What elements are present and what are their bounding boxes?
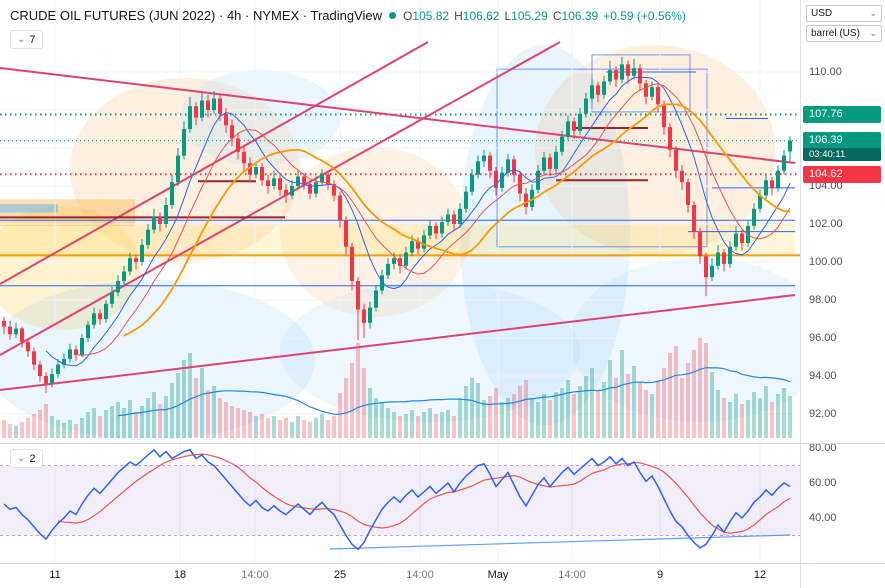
pane-divider[interactable] (0, 443, 885, 444)
unit-dropdown[interactable]: barrel (US) ⌄ (806, 25, 882, 42)
currency-value: USD (811, 8, 833, 19)
price-axis-label: 94.00 (809, 370, 837, 382)
time-axis-label: 25 (333, 569, 347, 581)
time-axis-label: 14:00 (406, 569, 434, 581)
close-value: 106.39 (561, 8, 599, 23)
price-axis-label: 100.00 (809, 256, 843, 268)
price-axis-label: 96.00 (809, 332, 837, 344)
currency-dropdown[interactable]: USD ⌄ (806, 5, 882, 22)
price-axis-label: 102.00 (809, 218, 843, 230)
time-axis-label: 9 (656, 569, 664, 581)
resistance-price-label: 107.76 (803, 106, 881, 123)
support-price-label: 104.62 (803, 166, 881, 183)
low-value: 105.29 (511, 8, 548, 23)
unit-controls: USD ⌄ barrel (US) ⌄ (806, 5, 882, 42)
price-axis-label: 110.00 (809, 66, 842, 78)
bar-countdown: 03:40:11 (803, 148, 881, 161)
time-axis[interactable]: 11 18 14:00 25 14:00 May 14:00 9 12 (0, 564, 800, 588)
chevron-down-icon: ⌄ (869, 28, 877, 38)
time-axis-label: 14:00 (241, 569, 269, 581)
last-price-label: 106.39 03:40:11 (803, 132, 881, 161)
price-axis[interactable]: 107.76 106.39 03:40:11 104.62 110.00 104.… (800, 0, 885, 588)
chevron-down-icon: ⌄ (17, 452, 26, 464)
change-value: +0.59 (+0.56%) (603, 8, 686, 23)
time-axis-label: 11 (49, 569, 61, 581)
market-status-icon (389, 12, 397, 19)
sub-indicators-toggle[interactable]: ⌄ 2 (10, 449, 43, 468)
symbol-title[interactable]: CRUDE OIL FUTURES (JUN 2022) · 4h · NYME… (10, 8, 383, 23)
close-label: C (552, 8, 562, 23)
time-axis-label: May (487, 569, 509, 581)
ohlc-readout: O105.82 H106.62 L105.29 C106.39 +0.59 (+… (403, 9, 686, 23)
low-label: L (504, 8, 512, 23)
price-axis-label: 98.00 (809, 294, 837, 306)
high-value: 106.62 (462, 8, 500, 23)
unit-value: barrel (US) (811, 28, 860, 39)
rsi-axis-label: 80.00 (809, 442, 837, 454)
time-axis-label: 14:00 (558, 569, 586, 581)
high-label: H (454, 8, 463, 23)
last-price-value: 106.39 (803, 132, 881, 148)
main-indicators-toggle[interactable]: ⌄ 7 (10, 30, 43, 49)
time-axis-label: 12 (753, 569, 767, 581)
open-label: O (403, 8, 413, 23)
time-axis-label: 18 (173, 569, 187, 581)
price-axis-label: 92.00 (809, 408, 837, 420)
open-value: 105.82 (412, 8, 450, 23)
rsi-pane[interactable] (0, 443, 800, 563)
chevron-down-icon: ⌄ (17, 33, 26, 45)
main-indicator-count: 7 (29, 33, 36, 46)
time-axis-divider (0, 563, 885, 564)
chevron-down-icon: ⌄ (869, 8, 877, 18)
rsi-axis-label: 40.00 (809, 512, 837, 524)
symbol-legend: CRUDE OIL FUTURES (JUN 2022) · 4h · NYME… (10, 8, 686, 23)
main-chart-pane[interactable] (0, 0, 800, 443)
sub-indicator-count: 2 (29, 452, 36, 465)
price-axis-label: 104.00 (809, 180, 843, 192)
rsi-axis-label: 60.00 (809, 477, 837, 489)
